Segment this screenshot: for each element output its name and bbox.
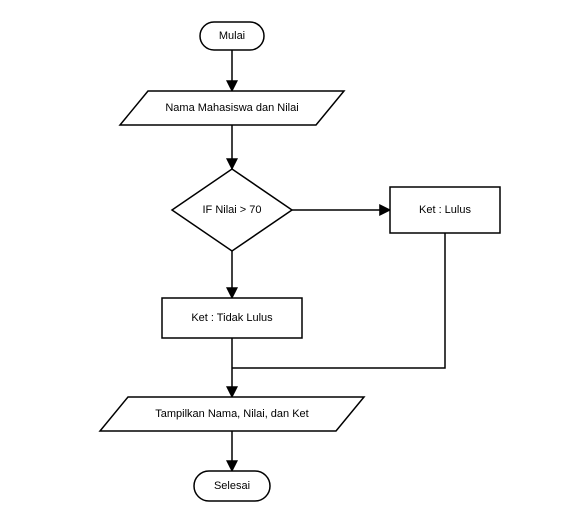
node-lulus-label: Ket : Lulus [419,204,471,216]
node-decision-label: IF Nilai > 70 [203,204,262,216]
node-start-label: Mulai [219,30,245,42]
node-end: Selesai [194,471,270,501]
node-tidak: Ket : Tidak Lulus [162,298,302,338]
node-tidak-label: Ket : Tidak Lulus [191,312,273,324]
node-lulus: Ket : Lulus [390,187,500,233]
node-input-label: Nama Mahasiswa dan Nilai [165,102,298,114]
node-end-label: Selesai [214,480,250,492]
node-decision: IF Nilai > 70 [172,169,292,251]
node-output-label: Tampilkan Nama, Nilai, dan Ket [155,408,308,420]
node-output: Tampilkan Nama, Nilai, dan Ket [100,397,364,431]
node-input: Nama Mahasiswa dan Nilai [120,91,344,125]
node-start: Mulai [200,22,264,50]
